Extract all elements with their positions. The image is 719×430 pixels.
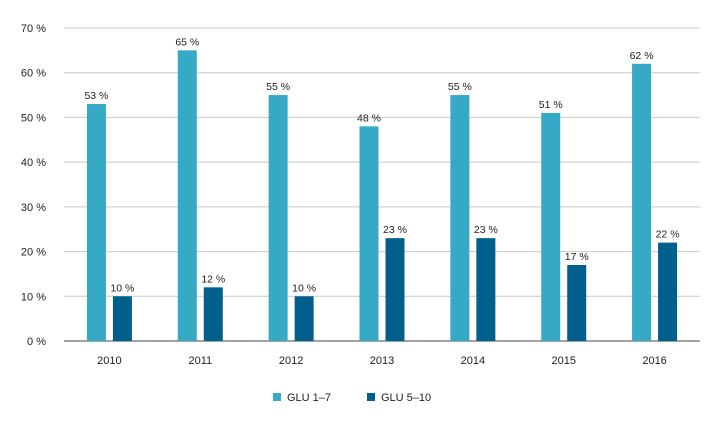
data-label: 22 % bbox=[656, 229, 680, 241]
gridlines bbox=[64, 27, 700, 342]
legend-swatch bbox=[367, 393, 375, 401]
data-label: 48 % bbox=[357, 112, 381, 124]
data-label: 10 % bbox=[110, 282, 134, 294]
bar-glu-5-10-2012 bbox=[294, 296, 314, 341]
y-tick-label: 40 % bbox=[21, 157, 46, 169]
x-tick-label: 2016 bbox=[642, 355, 666, 367]
y-tick-label: 20 % bbox=[21, 247, 46, 259]
data-label: 23 % bbox=[383, 224, 407, 236]
bar-glu-1-7-2014 bbox=[450, 95, 470, 341]
x-tick-label: 2014 bbox=[461, 355, 485, 367]
y-tick-label: 50 % bbox=[21, 112, 46, 124]
bar-glu-5-10-2016 bbox=[658, 242, 678, 341]
y-tick-label: 70 % bbox=[21, 23, 46, 35]
bar-glu-5-10-2015 bbox=[567, 264, 587, 341]
data-label: 55 % bbox=[448, 81, 472, 93]
data-label: 12 % bbox=[201, 273, 225, 285]
legend: GLU 1–7 GLU 5–10 bbox=[273, 392, 431, 404]
bar-glu-1-7-2015 bbox=[541, 112, 561, 341]
bar-glu-1-7-2016 bbox=[632, 63, 652, 342]
bar-glu-5-10-2014 bbox=[476, 238, 496, 341]
x-tick-label: 2010 bbox=[97, 355, 121, 367]
bar-glu-5-10-2010 bbox=[112, 296, 132, 341]
data-label: 23 % bbox=[474, 224, 498, 236]
data-label: 65 % bbox=[175, 36, 199, 48]
bar-glu-5-10-2013 bbox=[385, 238, 405, 341]
bar-glu-1-7-2012 bbox=[268, 95, 288, 341]
data-labels: 53 % 10 % 65 % 12 % 55 % 10 % 48 % 23 % 55 % 23 %… bbox=[84, 36, 679, 294]
x-tick-label: 2015 bbox=[551, 355, 575, 367]
bars bbox=[86, 50, 678, 342]
y-tick-label: 0 % bbox=[27, 336, 46, 348]
x-tick-label: 2013 bbox=[370, 355, 394, 367]
bar-glu-5-10-2011 bbox=[203, 287, 223, 341]
data-label: 53 % bbox=[84, 90, 108, 102]
bar-glu-1-7-2011 bbox=[177, 50, 197, 341]
y-tick-label: 60 % bbox=[21, 68, 46, 80]
x-tick-label: 2011 bbox=[188, 355, 212, 367]
legend-swatch bbox=[273, 393, 281, 401]
y-axis-ticks: 0 % 10 % 20 % 30 % 40 % 50 % 60 % 70 % bbox=[21, 23, 46, 348]
data-label: 62 % bbox=[630, 50, 654, 62]
data-label: 10 % bbox=[292, 282, 316, 294]
data-label: 51 % bbox=[539, 99, 563, 111]
bar-glu-1-7-2013 bbox=[359, 126, 379, 341]
y-tick-label: 10 % bbox=[21, 291, 46, 303]
data-label: 17 % bbox=[565, 251, 589, 263]
data-label: 55 % bbox=[266, 81, 290, 93]
legend-label: GLU 1–7 bbox=[287, 392, 331, 404]
bar-glu-1-7-2010 bbox=[86, 104, 106, 341]
x-tick-label: 2012 bbox=[279, 355, 303, 367]
x-axis-ticks: 2010 2011 2012 2013 2014 2015 2016 bbox=[97, 355, 667, 367]
legend-label: GLU 5–10 bbox=[381, 392, 431, 404]
y-tick-label: 30 % bbox=[21, 202, 46, 214]
